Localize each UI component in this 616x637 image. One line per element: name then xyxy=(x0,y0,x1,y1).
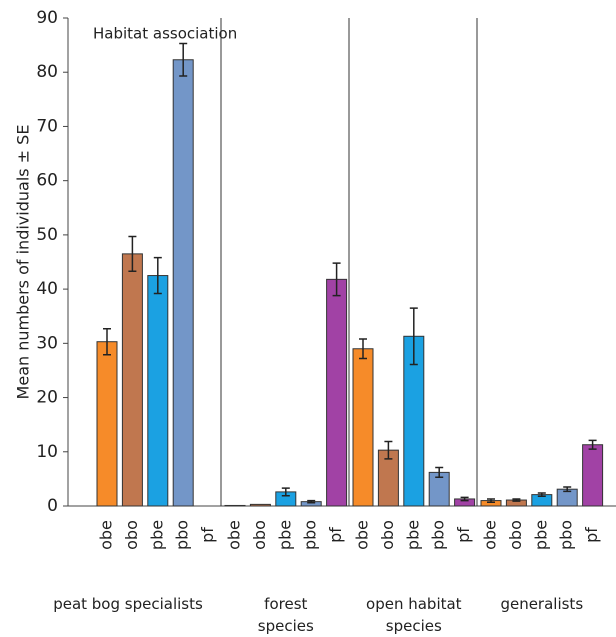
y-tick-label: 20 xyxy=(36,388,58,408)
error-bar xyxy=(563,486,572,493)
group-label: peat bog specialists xyxy=(53,595,203,613)
x-tick-label: obe xyxy=(225,520,244,550)
bar xyxy=(121,253,143,507)
y-tick-label: 50 xyxy=(36,225,58,245)
error-bar xyxy=(307,499,316,504)
error-bar xyxy=(588,439,597,450)
y-tick-label: 40 xyxy=(36,279,58,299)
error-bar xyxy=(281,487,290,497)
x-tick-label: pf xyxy=(454,527,473,543)
x-tick-label: pbo xyxy=(429,520,448,550)
error-bar xyxy=(332,262,341,297)
x-tick-label: pbe xyxy=(147,520,166,550)
error-bar xyxy=(435,466,444,479)
x-tick-label: pbe xyxy=(403,520,422,550)
error-bar xyxy=(384,440,393,460)
error-bar xyxy=(153,256,162,295)
group-label: open habitat species xyxy=(366,595,462,635)
x-tick-label: pbo xyxy=(557,520,576,550)
x-tick-label: obo xyxy=(250,520,269,550)
annotation: Habitat association xyxy=(93,25,237,43)
y-tick-label: 10 xyxy=(36,442,58,462)
x-tick-label: pbo xyxy=(173,520,192,550)
error-bar xyxy=(179,42,188,77)
x-tick-label: obe xyxy=(97,520,116,550)
error-bar xyxy=(460,496,469,502)
error-bar xyxy=(128,235,137,272)
error-bar xyxy=(487,498,495,503)
x-tick-label: obe xyxy=(481,520,500,550)
x-tick-label: obe xyxy=(353,520,372,550)
x-tick-label: obo xyxy=(506,520,525,550)
y-tick-label: 90 xyxy=(36,8,58,28)
error-bar xyxy=(409,307,418,366)
y-tick-label: 0 xyxy=(47,496,58,516)
x-tick-label: pf xyxy=(198,527,217,543)
bar xyxy=(172,59,194,507)
x-tick-label: obo xyxy=(122,520,141,550)
x-tick-label: pbo xyxy=(301,520,320,550)
y-axis-label: Mean numbers of individuals ± SE xyxy=(14,125,33,400)
x-tick-label: pbe xyxy=(275,520,294,550)
x-tick-label: pf xyxy=(326,527,345,543)
x-tick-label: pbe xyxy=(531,520,550,550)
error-bar xyxy=(512,498,521,502)
bar xyxy=(224,504,246,507)
error-bar xyxy=(359,338,367,360)
bar xyxy=(96,341,118,507)
x-tick-label: obo xyxy=(378,520,397,550)
bar xyxy=(582,444,604,507)
group-label: forest species xyxy=(257,595,314,635)
bar xyxy=(352,348,374,507)
group-label: generalists xyxy=(500,595,584,613)
error-bar xyxy=(103,327,111,356)
bar xyxy=(147,275,169,507)
y-tick-label: 60 xyxy=(36,171,58,191)
bar xyxy=(249,503,271,507)
error-bar xyxy=(537,492,546,497)
y-tick-label: 30 xyxy=(36,333,58,353)
bar xyxy=(326,278,348,507)
x-tick-label: pf xyxy=(582,527,601,543)
y-tick-label: 70 xyxy=(36,116,58,136)
y-tick-label: 80 xyxy=(36,62,58,82)
